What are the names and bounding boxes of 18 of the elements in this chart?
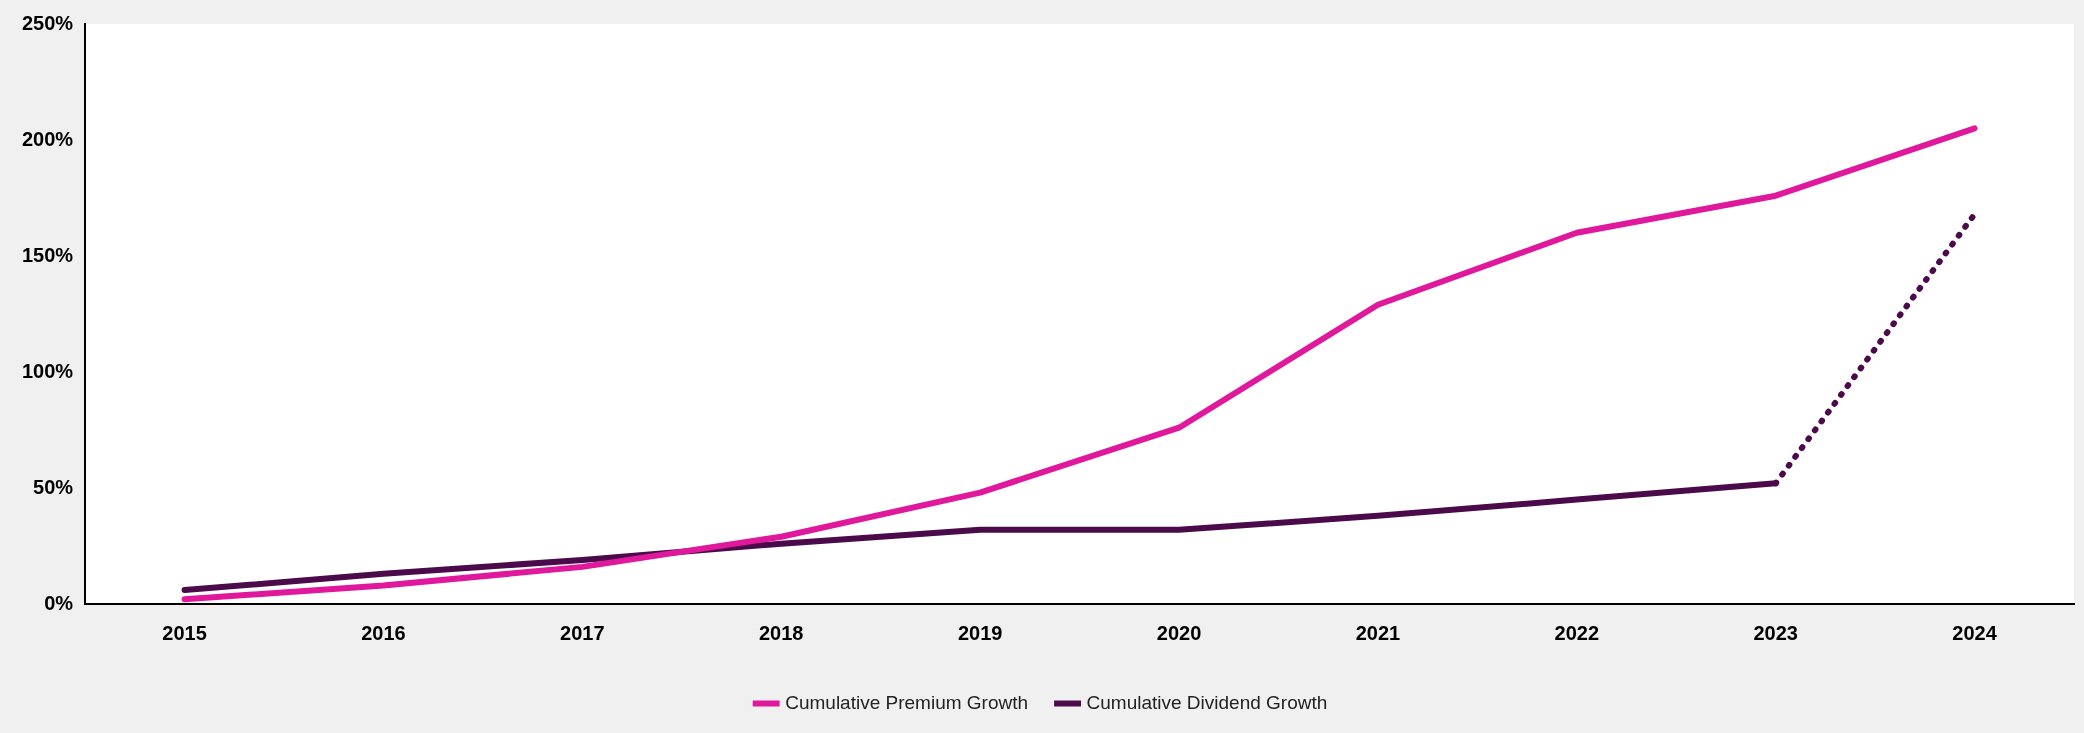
x-tick-label: 2016 bbox=[361, 621, 406, 644]
x-tick-label: 2017 bbox=[560, 621, 605, 644]
x-tick-label: 2018 bbox=[759, 621, 804, 644]
x-tick-label: 2024 bbox=[1952, 621, 1998, 644]
y-tick-label: 100% bbox=[22, 359, 74, 382]
legend-label: Cumulative Premium Growth bbox=[785, 691, 1029, 713]
y-tick-label: 150% bbox=[22, 243, 74, 266]
x-tick-label: 2019 bbox=[957, 621, 1003, 644]
x-tick-label: 2015 bbox=[162, 621, 207, 644]
x-tick-label: 2023 bbox=[1753, 621, 1798, 644]
y-tick-label: 200% bbox=[22, 127, 74, 150]
x-tick-label: 2022 bbox=[1554, 621, 1600, 644]
y-tick-label: 50% bbox=[33, 475, 74, 498]
y-tick-label: 250% bbox=[22, 11, 74, 34]
x-tick-label: 2020 bbox=[1156, 621, 1202, 644]
x-tick-label: 2021 bbox=[1355, 621, 1401, 644]
y-tick-label: 0% bbox=[44, 591, 74, 614]
legend-label: Cumulative Dividend Growth bbox=[1086, 691, 1328, 713]
